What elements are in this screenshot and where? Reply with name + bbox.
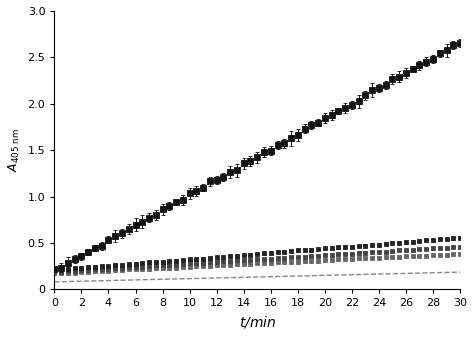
Y-axis label: $A_{405\ \mathrm{nm}}$: $A_{405\ \mathrm{nm}}$ xyxy=(7,128,22,172)
X-axis label: $t$/min: $t$/min xyxy=(238,314,276,330)
